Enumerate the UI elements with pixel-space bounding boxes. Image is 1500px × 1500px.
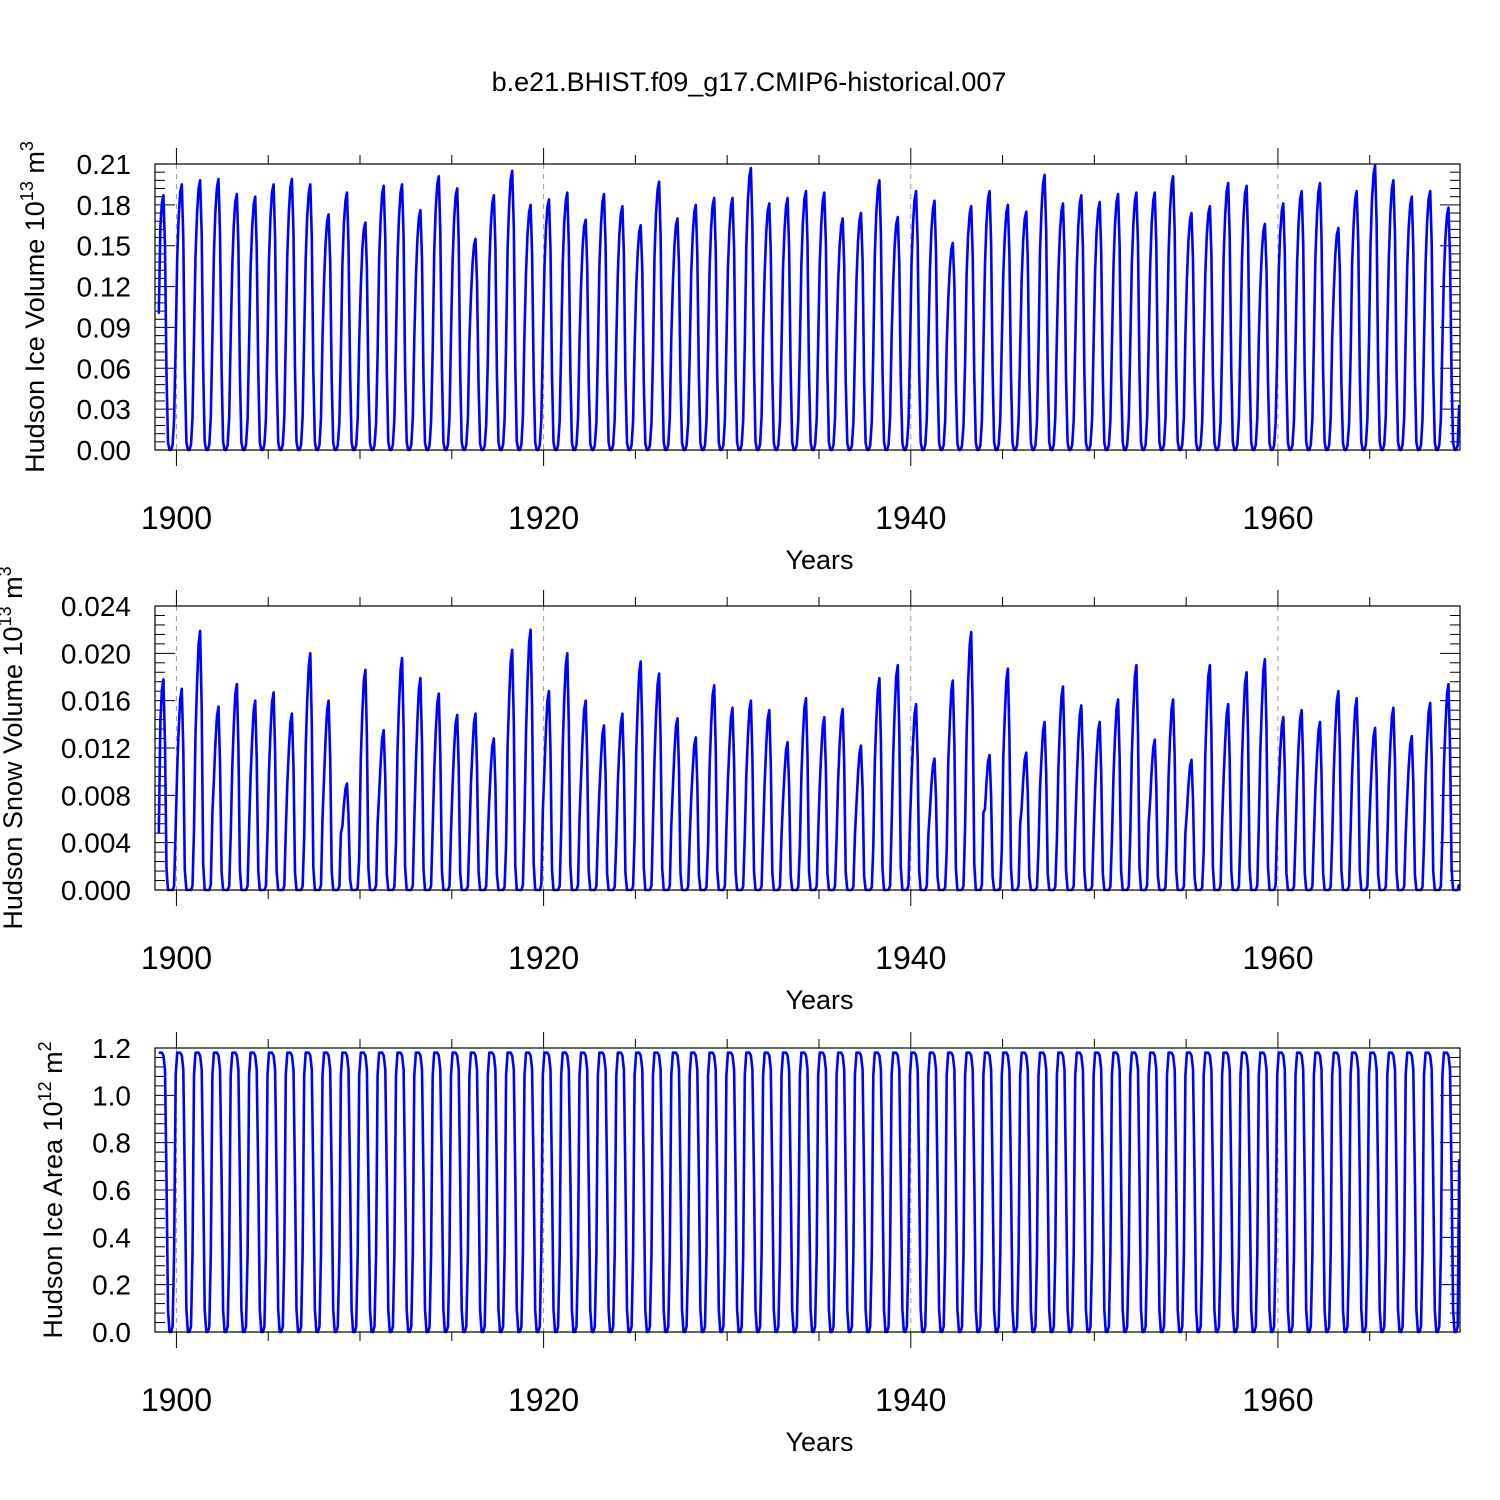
data-series-line xyxy=(157,164,1461,452)
panel-ice-volume: 0.00 0.03 0.06 0.09 0.12 0.15 0.18 0.21 1900 1920… xyxy=(17,141,1461,575)
y-tick-label: 0.000 xyxy=(61,875,131,906)
y-tick-label: 0.004 xyxy=(61,828,131,859)
panel-ice-area: 0.0 0.2 0.4 0.6 0.8 1.0 1.2 1900 1920 1940 1960 Yea… xyxy=(35,1032,1461,1457)
y-tick-label: 0.09 xyxy=(77,312,132,343)
x-tick-label: 1900 xyxy=(141,940,212,976)
y-tick-label: 0.15 xyxy=(77,231,132,262)
y-axis-label: Hudson Snow Volume 1013 m3 xyxy=(0,566,28,929)
panel-snow-volume: 0.000 0.004 0.008 0.012 0.016 0.020 0.024 1900 1… xyxy=(0,566,1461,1015)
y-tick-label: 0.00 xyxy=(77,435,132,466)
x-axis-label: Years xyxy=(785,1427,853,1457)
y-axis-label: Hudson Ice Area 1012 m2 xyxy=(35,1041,68,1338)
y-tick-label: 0.0 xyxy=(92,1317,131,1348)
y-tick-label: 0.2 xyxy=(92,1270,131,1301)
y-tick-label: 0.008 xyxy=(61,780,131,811)
plot-frame xyxy=(154,605,1461,891)
y-tick-label: 1.2 xyxy=(92,1033,131,1064)
data-series-line xyxy=(158,1051,1461,1334)
x-tick-label: 1960 xyxy=(1242,940,1313,976)
x-tick-label: 1940 xyxy=(875,1382,946,1418)
x-tick-label: 1920 xyxy=(508,940,579,976)
y-tick-label: 0.8 xyxy=(92,1128,131,1159)
x-tick-label: 1920 xyxy=(508,1382,579,1418)
x-tick-label: 1940 xyxy=(875,500,946,536)
x-tick-label: 1960 xyxy=(1242,500,1313,536)
y-tick-label: 0.18 xyxy=(77,190,132,221)
x-axis-label: Years xyxy=(785,545,853,575)
y-tick-label: 0.12 xyxy=(77,272,132,303)
plot-frame xyxy=(154,163,1461,451)
y-tick-label: 0.21 xyxy=(77,149,132,180)
x-tick-label: 1920 xyxy=(508,500,579,536)
x-tick-label: 1900 xyxy=(141,500,212,536)
y-tick-label: 0.4 xyxy=(92,1222,131,1253)
data-series-line xyxy=(157,628,1461,892)
x-tick-label: 1940 xyxy=(875,940,946,976)
y-tick-label: 1.0 xyxy=(92,1080,131,1111)
y-tick-label: 0.020 xyxy=(61,638,131,669)
y-tick-label: 0.03 xyxy=(77,394,132,425)
x-tick-label: 1960 xyxy=(1242,1382,1313,1418)
chart-title: b.e21.BHIST.f09_g17.CMIP6-historical.007 xyxy=(492,67,1007,97)
y-tick-label: 0.012 xyxy=(61,733,131,764)
x-axis-label: Years xyxy=(785,985,853,1015)
y-tick-label: 0.016 xyxy=(61,686,131,717)
y-tick-label: 0.024 xyxy=(61,591,131,622)
y-tick-label: 0.06 xyxy=(77,353,132,384)
y-tick-label: 0.6 xyxy=(92,1175,131,1206)
x-tick-label: 1900 xyxy=(141,1382,212,1418)
plot-frame xyxy=(154,1047,1461,1333)
y-axis-label: Hudson Ice Volume 1013 m3 xyxy=(17,141,50,473)
